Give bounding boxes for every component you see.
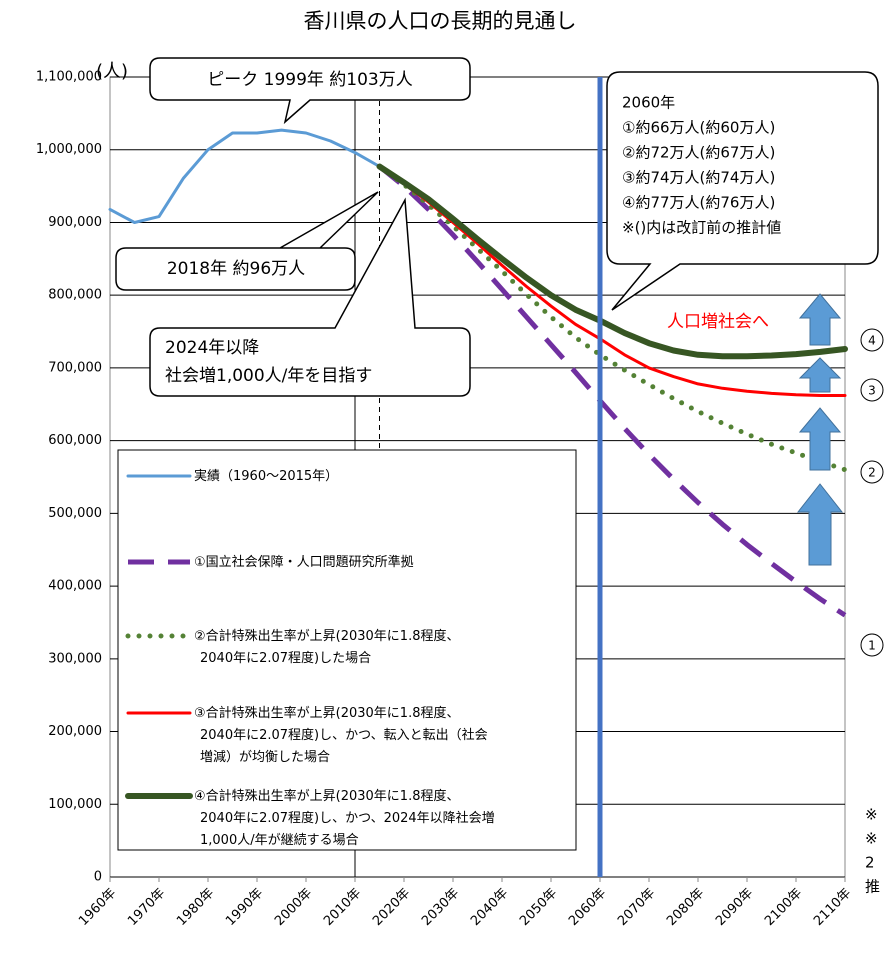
x-tick-label: 2070年	[615, 886, 658, 929]
legend-label: ①国立社会保障・人口問題研究所準拠	[194, 554, 414, 570]
callout-text: ※()内は改訂前の推計値	[622, 219, 781, 237]
legend-line: 2040年に2.07程度)し、かつ、2024年以降社会増	[200, 810, 495, 826]
y-tick-label: 400,000	[48, 579, 102, 594]
legend-line: 1,000人/年が継続する場合	[200, 833, 359, 848]
chart-title: 香川県の人口の長期的見通し	[304, 9, 577, 33]
y-tick-label: 1,000,000	[36, 142, 102, 157]
callout-text: ③約74万人(約74万人)	[622, 169, 775, 187]
callout-text: 2060年	[622, 94, 675, 112]
callout	[606, 71, 879, 311]
callout	[115, 191, 379, 291]
callout-text: ④約77万人(約76万人)	[622, 194, 775, 212]
cut-note: 2	[865, 854, 875, 872]
y-tick-label: 0	[94, 870, 102, 885]
marker-label: 1	[868, 639, 876, 653]
series-markers: 4 3 2 1	[860, 328, 884, 657]
y-tick-label: 200,000	[48, 724, 102, 739]
marker-label: 4	[868, 334, 876, 348]
legend-label: ④合計特殊出生率が上昇(2030年に1.8程度、 2040年に2.07程度)し、か…	[194, 788, 495, 848]
arrow	[798, 407, 842, 471]
marker-circle	[860, 633, 884, 657]
x-tick-label: 2000年	[272, 886, 315, 929]
callout	[149, 57, 471, 125]
cut-notes: ※ ※ 2 推	[865, 806, 880, 896]
x-tick-label: 1980年	[174, 886, 217, 929]
x-tick-label: 2090年	[713, 886, 756, 929]
callout-text: ①約66万人(約60万人)	[622, 119, 775, 137]
x-tick-label: 2100年	[762, 886, 805, 929]
x-tick-label: 2050年	[517, 886, 560, 929]
x-tick-label: 1990年	[223, 886, 266, 929]
callout	[149, 197, 471, 397]
legend-label: 実績（1960～2015年）	[194, 468, 338, 484]
growth-label: 人口増社会へ	[667, 312, 769, 332]
y-tick-label: 1,100,000	[36, 70, 102, 85]
series-line	[377, 164, 847, 618]
y-tick-label: 100,000	[48, 797, 102, 812]
series-line	[108, 128, 381, 224]
arrow	[796, 483, 844, 566]
y-tick-label: 600,000	[48, 433, 102, 448]
cut-note: 推	[865, 878, 880, 896]
y-tick-label: 300,000	[48, 651, 102, 666]
legend-label: ②合計特殊出生率が上昇(2030年に1.8程度、 2040年に2.07程度)した場…	[194, 628, 460, 666]
legend-line: 2040年に2.07程度)した場合	[200, 650, 371, 666]
legend-line: 2040年に2.07程度)し、かつ、転入と転出（社会	[200, 727, 488, 743]
x-tick-label: 2060年	[566, 886, 609, 929]
y-tick-label: 800,000	[48, 288, 102, 303]
growth-arrows	[796, 293, 844, 566]
x-tick-label: 2010年	[321, 886, 364, 929]
cut-note: ※	[865, 830, 878, 848]
y-tick-label: 900,000	[48, 215, 102, 230]
callout-lines: 2060年 ①約66万人(約60万人) ②約72万人(約67万人) ③約74万人(約7…	[622, 94, 781, 237]
marker-label: 3	[868, 384, 876, 398]
series-line	[376, 163, 848, 360]
marker-circle	[860, 328, 884, 352]
callout-text: 2018年 約96万人	[167, 259, 305, 279]
x-tick-label: 1970年	[125, 886, 168, 929]
callout-text: 社会増1,000人/年を目指す	[165, 366, 372, 386]
marker-circle	[860, 460, 884, 484]
legend-line: 実績（1960～2015年）	[194, 468, 338, 484]
x-tick-label: 1960年	[76, 886, 119, 929]
legend-items: 実績（1960～2015年） ①国立社会保障・人口問題研究所準拠 ②合計特殊出生率が…	[125, 468, 495, 848]
cut-note: ※	[865, 806, 878, 824]
legend	[117, 449, 577, 851]
arrow	[798, 357, 842, 393]
y-tick-label: 500,000	[48, 506, 102, 521]
legend-line: ①国立社会保障・人口問題研究所準拠	[194, 554, 414, 570]
y-tick-label: 700,000	[48, 360, 102, 375]
callout-text: 2024年以降	[165, 338, 259, 358]
x-tick-label: 2020年	[370, 886, 413, 929]
legend-line: ③合計特殊出生率が上昇(2030年に1.8程度、	[194, 705, 460, 721]
x-tick-label: 2080年	[664, 886, 707, 929]
marker-label: 2	[868, 466, 876, 480]
callout-text: ②約72万人(約67万人)	[622, 144, 775, 162]
callout-text: ピーク 1999年 約103万人	[207, 70, 413, 90]
x-tick-label: 2110年	[811, 886, 854, 929]
legend-label: ③合計特殊出生率が上昇(2030年に1.8程度、 2040年に2.07程度)し、か…	[194, 705, 488, 765]
legend-line: ②合計特殊出生率が上昇(2030年に1.8程度、	[194, 628, 460, 644]
x-tick-label: 2030年	[419, 886, 462, 929]
x-tick-label: 2040年	[468, 886, 511, 929]
series-line	[377, 164, 848, 473]
legend-line: 増減）が均衡した場合	[200, 749, 330, 765]
marker-circle	[860, 378, 884, 402]
legend-line: ④合計特殊出生率が上昇(2030年に1.8程度、	[194, 788, 460, 804]
arrow	[798, 293, 842, 346]
